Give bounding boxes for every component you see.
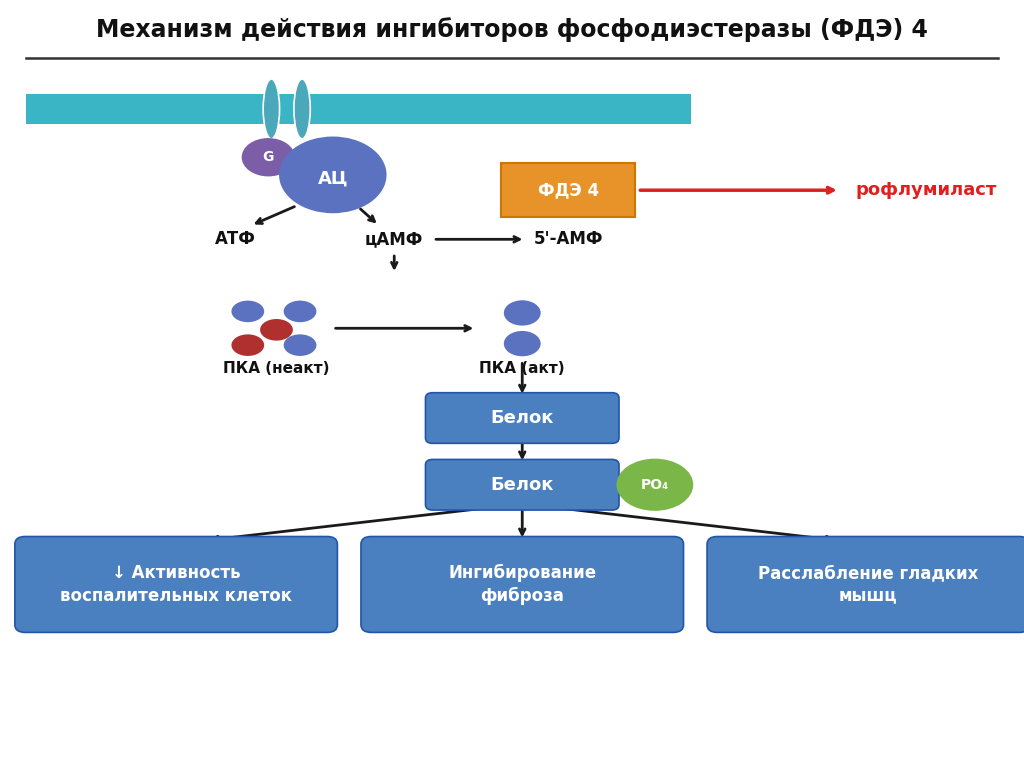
FancyBboxPatch shape [426,459,618,510]
Ellipse shape [279,137,387,213]
Text: Белок: Белок [490,476,554,494]
Text: ПКА (акт): ПКА (акт) [479,360,565,376]
FancyBboxPatch shape [26,94,691,124]
Text: АТФ: АТФ [215,230,256,249]
Text: G: G [262,150,274,164]
Ellipse shape [263,79,280,139]
Text: рофлумиласт: рофлумиласт [855,181,996,199]
Text: цАМФ: цАМФ [365,230,424,249]
FancyBboxPatch shape [426,393,618,443]
Text: 5'-АМФ: 5'-АМФ [534,230,603,249]
Text: ↓ Активность
воспалительных клеток: ↓ Активность воспалительных клеток [60,565,292,604]
Text: Механизм действия ингибиторов фосфодиэстеразы (ФДЭ) 4: Механизм действия ингибиторов фосфодиэст… [96,17,928,41]
Text: АЦ: АЦ [317,170,348,188]
Ellipse shape [242,138,295,176]
Text: Ингибирование
фиброза: Ингибирование фиброза [449,565,596,604]
Text: ПКА (неакт): ПКА (неакт) [223,360,330,376]
Ellipse shape [504,331,541,357]
FancyBboxPatch shape [14,537,338,632]
FancyBboxPatch shape [708,537,1024,632]
Ellipse shape [284,301,316,322]
Text: Расслабление гладких
мышц: Расслабление гладких мышц [758,565,979,604]
Ellipse shape [260,319,293,341]
Ellipse shape [294,79,310,139]
FancyBboxPatch shape [502,163,635,218]
Text: ФДЭ 4: ФДЭ 4 [538,181,599,199]
Ellipse shape [231,334,264,356]
FancyBboxPatch shape [360,537,684,632]
Ellipse shape [284,334,316,356]
Text: Белок: Белок [490,409,554,427]
Ellipse shape [504,300,541,325]
Ellipse shape [231,301,264,322]
Text: РО₄: РО₄ [641,478,669,492]
Ellipse shape [616,459,693,511]
